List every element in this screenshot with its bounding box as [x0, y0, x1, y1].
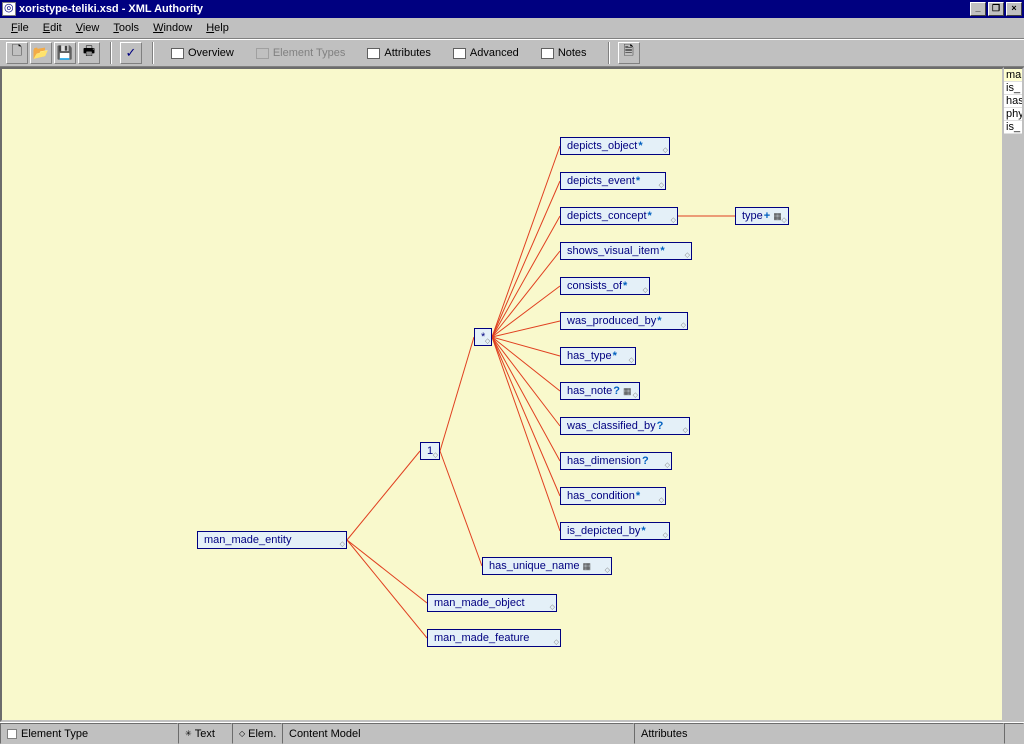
node-has-unique-name[interactable]: has_unique_name▦◇: [482, 557, 612, 575]
open-button[interactable]: 📂: [30, 42, 52, 64]
tab-label: Advanced: [470, 47, 519, 59]
node-type[interactable]: type+▦◇: [735, 207, 789, 225]
node-1[interactable]: 1◇: [420, 442, 440, 460]
tab-label: Overview: [188, 47, 234, 59]
node-consists-of[interactable]: consists_of*◇: [560, 277, 650, 295]
status-label: Element Type: [21, 728, 88, 740]
tab-label: Notes: [558, 47, 587, 59]
tab-label: Attributes: [384, 47, 430, 59]
node-shows-visual-item[interactable]: shows_visual_item*◇: [560, 242, 692, 260]
menu-edit[interactable]: Edit: [36, 20, 69, 36]
menu-file[interactable]: File: [4, 20, 36, 36]
node-has-dimension[interactable]: has_dimension?◇: [560, 452, 672, 470]
node-man-made-entity[interactable]: man_made_entity◇: [197, 531, 347, 549]
advanced-icon: [453, 48, 466, 59]
separator: [608, 42, 610, 64]
menu-tools[interactable]: Tools: [106, 20, 146, 36]
status-label: Text: [195, 728, 215, 740]
workspace: man_made_entity◇ 1◇ *◇ depicts_object*◇depi…: [0, 67, 1024, 722]
side-item[interactable]: has: [1004, 95, 1022, 108]
node-is-depicted-by[interactable]: is_depicted_by*◇: [560, 522, 670, 540]
status-grip: [1004, 723, 1024, 744]
menu-bar: FileEditViewToolsWindowHelp: [0, 18, 1024, 39]
close-button[interactable]: ×: [1006, 2, 1022, 16]
app-icon: [2, 2, 16, 16]
text-icon: ✳: [185, 729, 192, 738]
maximize-button[interactable]: ❐: [988, 2, 1004, 16]
status-attributes: Attributes: [634, 723, 1004, 744]
status-label: Content Model: [289, 728, 361, 740]
attributes-icon: [367, 48, 380, 59]
node-depicts-object[interactable]: depicts_object*◇: [560, 137, 670, 155]
connector-lines: [2, 69, 1002, 720]
save-button[interactable]: 💾: [54, 42, 76, 64]
status-element-type: Element Type: [0, 723, 178, 744]
print-button[interactable]: 🖶: [78, 42, 100, 64]
title-bar: xoristype-teliki.xsd - XML Authority _ ❐…: [0, 0, 1024, 18]
menu-help[interactable]: Help: [199, 20, 236, 36]
side-item[interactable]: phy: [1004, 108, 1022, 121]
elementtypes-icon: [256, 48, 269, 59]
elem-icon: ◇: [239, 729, 245, 738]
status-elem: ◇Elem.: [232, 723, 282, 744]
side-item[interactable]: is_: [1004, 121, 1022, 134]
status-text: ✳Text: [178, 723, 232, 744]
node-depicts-concept[interactable]: depicts_concept*◇: [560, 207, 678, 225]
doc-button[interactable]: 🗎: [618, 42, 640, 64]
node-was-produced-by[interactable]: was_produced_by*◇: [560, 312, 688, 330]
node-has-condition[interactable]: has_condition*◇: [560, 487, 666, 505]
tab-advanced[interactable]: Advanced: [444, 42, 528, 64]
tab-attributes[interactable]: Attributes: [358, 42, 439, 64]
tab-label: Element Types: [273, 47, 346, 59]
tab-overview[interactable]: Overview: [162, 42, 243, 64]
node-man-made-object[interactable]: man_made_object◇: [427, 594, 557, 612]
menu-window[interactable]: Window: [146, 20, 199, 36]
status-label: Attributes: [641, 728, 687, 740]
tab-element-types[interactable]: Element Types: [247, 42, 355, 64]
menu-view[interactable]: View: [69, 20, 107, 36]
window-title: xoristype-teliki.xsd - XML Authority: [19, 3, 968, 15]
new-button[interactable]: 🗋: [6, 42, 28, 64]
side-item[interactable]: is_: [1004, 82, 1022, 95]
tab-notes[interactable]: Notes: [532, 42, 596, 64]
diagram-canvas[interactable]: man_made_entity◇ 1◇ *◇ depicts_object*◇depi…: [0, 67, 1004, 722]
separator: [152, 42, 154, 64]
separator: [110, 42, 112, 64]
side-panel[interactable]: mais_hasphyis_: [1004, 67, 1024, 722]
node-was-classified-by[interactable]: was_classified_by?◇: [560, 417, 690, 435]
doc-icon: [7, 729, 17, 739]
node--[interactable]: *◇: [474, 328, 492, 346]
overview-icon: [171, 48, 184, 59]
node-has-type[interactable]: has_type*◇: [560, 347, 636, 365]
notes-icon: [541, 48, 554, 59]
status-label: Elem.: [248, 728, 276, 740]
node-depicts-event[interactable]: depicts_event*◇: [560, 172, 666, 190]
node-man-made-feature[interactable]: man_made_feature◇: [427, 629, 561, 647]
node-has-note[interactable]: has_note?▦◇: [560, 382, 640, 400]
side-item[interactable]: ma: [1004, 69, 1022, 82]
validate-button[interactable]: ✓: [120, 42, 142, 64]
status-content-model: Content Model: [282, 723, 634, 744]
status-bar: Element Type ✳Text ◇Elem. Content Model …: [0, 722, 1024, 744]
toolbar: 🗋 📂 💾 🖶 ✓ Overview Element Types Attribu…: [0, 39, 1024, 67]
minimize-button[interactable]: _: [970, 2, 986, 16]
